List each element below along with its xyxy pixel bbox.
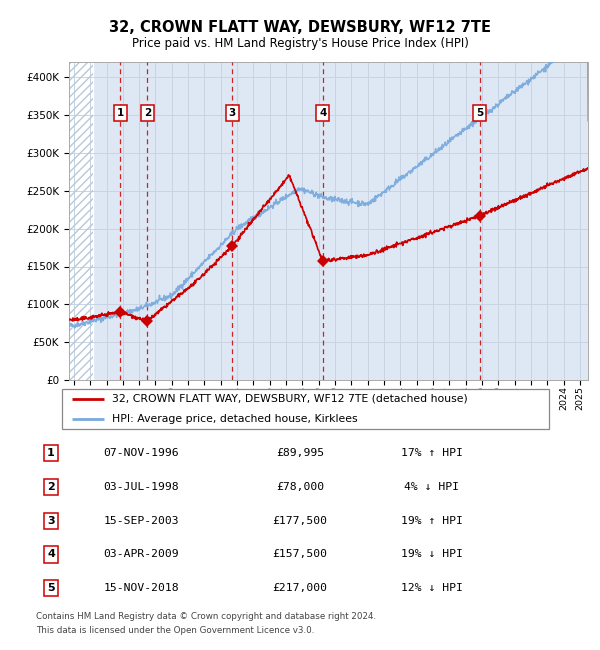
Text: 15-SEP-2003: 15-SEP-2003 xyxy=(103,515,179,526)
Text: 2: 2 xyxy=(47,482,55,492)
Text: 5: 5 xyxy=(476,109,484,118)
Bar xyxy=(69,62,94,380)
Text: £157,500: £157,500 xyxy=(272,549,328,560)
Text: 19% ↓ HPI: 19% ↓ HPI xyxy=(401,549,463,560)
FancyBboxPatch shape xyxy=(62,389,548,429)
Text: 17% ↑ HPI: 17% ↑ HPI xyxy=(401,448,463,458)
Text: 3: 3 xyxy=(47,515,55,526)
Text: 3: 3 xyxy=(229,109,236,118)
Text: 03-JUL-1998: 03-JUL-1998 xyxy=(103,482,179,492)
Text: Price paid vs. HM Land Registry's House Price Index (HPI): Price paid vs. HM Land Registry's House … xyxy=(131,37,469,50)
Text: £217,000: £217,000 xyxy=(272,583,328,593)
Text: 32, CROWN FLATT WAY, DEWSBURY, WF12 7TE (detached house): 32, CROWN FLATT WAY, DEWSBURY, WF12 7TE … xyxy=(112,394,467,404)
Text: £177,500: £177,500 xyxy=(272,515,328,526)
Text: 19% ↑ HPI: 19% ↑ HPI xyxy=(401,515,463,526)
Text: 1: 1 xyxy=(47,448,55,458)
Text: 4% ↓ HPI: 4% ↓ HPI xyxy=(404,482,460,492)
Text: 32, CROWN FLATT WAY, DEWSBURY, WF12 7TE: 32, CROWN FLATT WAY, DEWSBURY, WF12 7TE xyxy=(109,20,491,35)
Bar xyxy=(69,62,94,380)
Text: 12% ↓ HPI: 12% ↓ HPI xyxy=(401,583,463,593)
Text: 03-APR-2009: 03-APR-2009 xyxy=(103,549,179,560)
Text: 07-NOV-1996: 07-NOV-1996 xyxy=(103,448,179,458)
Text: This data is licensed under the Open Government Licence v3.0.: This data is licensed under the Open Gov… xyxy=(36,626,314,635)
Text: 4: 4 xyxy=(319,109,326,118)
Text: HPI: Average price, detached house, Kirklees: HPI: Average price, detached house, Kirk… xyxy=(112,414,357,424)
Text: 2: 2 xyxy=(144,109,151,118)
Text: 5: 5 xyxy=(47,583,55,593)
Text: 1: 1 xyxy=(117,109,124,118)
Text: Contains HM Land Registry data © Crown copyright and database right 2024.: Contains HM Land Registry data © Crown c… xyxy=(36,612,376,621)
Text: 4: 4 xyxy=(47,549,55,560)
Text: 15-NOV-2018: 15-NOV-2018 xyxy=(103,583,179,593)
Text: £78,000: £78,000 xyxy=(276,482,324,492)
Text: £89,995: £89,995 xyxy=(276,448,324,458)
